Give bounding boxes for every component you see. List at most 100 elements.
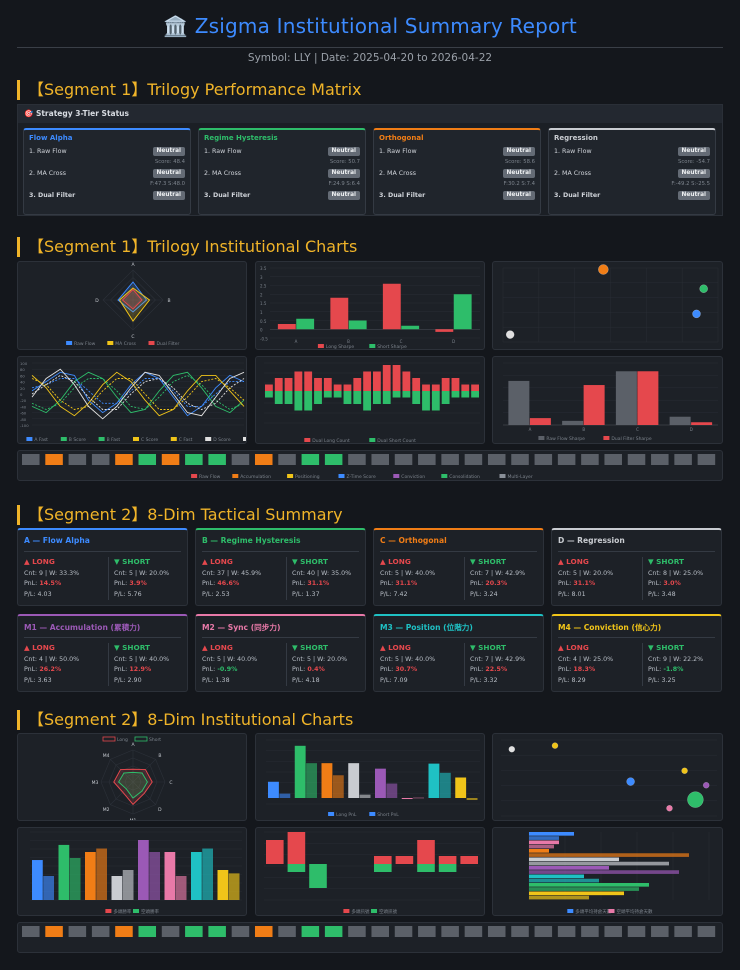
trilogy-scatter-chart <box>492 261 723 350</box>
bar <box>412 378 421 391</box>
bar <box>314 378 322 391</box>
section-heading-tactical-summary: 【Segment 2】8-Dim Tactical Summary <box>17 505 343 525</box>
legend-label: 多頭平均持倉天數 <box>575 908 611 915</box>
series-line <box>31 374 245 410</box>
short-profit-loss-ratio: P/L: 2.90 <box>114 676 142 684</box>
long-stats: ▲ LONG Cnt: 9 | W: 33.3% PnL: 14.5% P/L: 4.… <box>24 557 102 600</box>
scatter-point <box>666 804 673 812</box>
heatmap-cell <box>418 454 436 465</box>
bar <box>395 856 414 864</box>
bar <box>321 763 333 798</box>
tier-label: 2. MA Cross <box>379 170 417 177</box>
legend-swatch <box>148 341 155 345</box>
bar <box>202 848 213 900</box>
bar <box>422 384 430 391</box>
long-stats: ▲ LONG Cnt: 5 | W: 40.0% PnL: 31.1% P/L: 7.… <box>380 557 458 600</box>
heatmap-cell <box>301 454 320 465</box>
bar <box>96 848 107 900</box>
x-tick-label: A <box>295 339 298 344</box>
scatter-point <box>687 791 704 808</box>
y-tick-label: 1 <box>260 310 263 315</box>
tier-score: F:24.9 S:6.4 <box>328 181 360 187</box>
bar <box>58 844 70 900</box>
bar <box>438 864 457 872</box>
series-line <box>31 378 245 410</box>
legend-label: Positioning <box>295 474 320 480</box>
bar <box>284 378 293 391</box>
radar-axis-label: A <box>131 262 135 268</box>
tactical-card: M2 — Sync (同步力) ▲ LONG Cnt: 5 | W: 40.0% Pn… <box>195 614 366 692</box>
legend-swatch <box>499 474 506 478</box>
legend-swatch <box>60 437 67 441</box>
short-profit-loss-ratio: P/L: 4.18 <box>292 676 320 684</box>
strategy-card-title: Regression <box>554 134 598 142</box>
heatmap-cell <box>91 454 110 465</box>
heatmap-cell <box>161 454 180 465</box>
scatter-point <box>702 781 710 789</box>
bar <box>529 870 679 874</box>
legend-swatch <box>369 344 376 348</box>
strategy-card: Flow Alpha 1. Raw Flow Neutral Score: 48.4 2… <box>23 128 191 215</box>
heatmap-cell <box>441 926 459 937</box>
bar <box>277 324 296 330</box>
long-stats: ▲ LONG Cnt: 5 | W: 40.0% PnL: 30.7% P/L: 7.… <box>380 643 458 686</box>
legend-label: Z-Time Score <box>347 474 376 480</box>
bar <box>363 391 371 411</box>
bar <box>284 391 293 404</box>
bar <box>332 775 344 798</box>
y-tick-label: -80 <box>20 417 27 422</box>
bar <box>294 745 306 798</box>
tier-label: 2. MA Cross <box>29 170 67 177</box>
legend-swatch <box>328 812 335 816</box>
bar <box>417 840 435 864</box>
long-pnl: PnL: -0.9% <box>202 666 238 673</box>
bar <box>386 783 398 798</box>
heatmap-cell <box>324 926 343 937</box>
heatmap-cell <box>557 926 576 937</box>
bar <box>304 371 313 391</box>
trilogy-sharpe-chart: 3.5 3 2.5 2 1.5 1 0.5 0 -0.5 A B C D Long Sharpe Short… <box>255 261 485 350</box>
heatmap-cell <box>557 454 576 465</box>
y-tick-label: 2 <box>260 292 263 297</box>
pnl-value: -0.9% <box>217 666 238 673</box>
heatmap-cell <box>91 926 110 937</box>
pnl-value: 31.1% <box>307 580 330 587</box>
legend-swatch <box>343 909 350 913</box>
bar <box>333 391 342 398</box>
short-pnl: PnL: -1.8% <box>648 666 684 673</box>
bar <box>268 781 279 798</box>
scatter-point <box>551 742 559 749</box>
bar <box>529 832 574 836</box>
strategy-card-title: Flow Alpha <box>29 134 73 142</box>
bar <box>392 365 401 391</box>
page-title-text: Zsigma Institutional Summary Report <box>194 14 577 38</box>
bar <box>343 391 352 404</box>
short-pnl: PnL: 12.9% <box>114 666 152 673</box>
tactical-card: D — Regression ▲ LONG Cnt: 5 | W: 20.0% PnL… <box>551 528 722 606</box>
long-count: Cnt: 5 | W: 40.0% <box>380 655 436 663</box>
y-tick-label: 3.5 <box>260 266 267 271</box>
pnl-value: 18.3% <box>573 666 596 673</box>
scatter-point <box>598 264 609 275</box>
long-profit-loss-ratio: P/L: 8.29 <box>558 676 586 684</box>
scatter-point <box>626 777 635 786</box>
heatmap-cell <box>138 926 157 937</box>
legend-label: Consolidation <box>449 474 480 480</box>
long-profit-loss-ratio: P/L: 7.09 <box>380 676 408 684</box>
bank-icon: 🏛️ <box>163 14 189 38</box>
radar-axis-label: D <box>95 298 99 304</box>
status-badge: Neutral <box>152 147 185 156</box>
strategy-tier-row: 3. Dual Filter Neutral <box>379 191 535 201</box>
y-tick-label: 60 <box>20 373 25 378</box>
heatmap-cell <box>348 926 366 937</box>
scatter-point <box>699 284 708 293</box>
bar <box>363 371 371 391</box>
bar <box>435 329 454 332</box>
legend-swatch <box>369 812 376 816</box>
heatmap-cell <box>394 454 413 465</box>
heatmap-cell <box>371 454 390 465</box>
radar-axis-label: D <box>158 807 162 813</box>
report-subtitle: Symbol: LLY | Date: 2025-04-20 to 2026-0… <box>247 52 493 64</box>
long-count: Cnt: 9 | W: 33.3% <box>24 569 80 577</box>
legend-swatch <box>371 909 377 913</box>
